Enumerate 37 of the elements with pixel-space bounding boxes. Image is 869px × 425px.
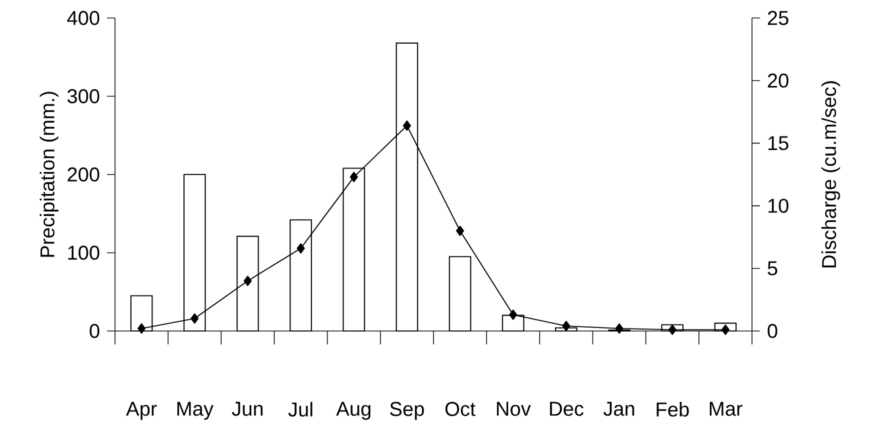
y2-tick-label: 10 xyxy=(768,198,788,213)
x-tick-label: May xyxy=(177,402,214,420)
point xyxy=(721,324,730,335)
y2-axis-title: Discharge (cu.m/sec) xyxy=(821,81,840,268)
x-tick-label: Jul xyxy=(288,402,312,417)
point xyxy=(402,120,411,131)
point xyxy=(190,313,199,324)
x-tick-label: Feb xyxy=(656,402,689,417)
y-axis-title: Precipitation (mm.) xyxy=(40,92,58,257)
point xyxy=(456,226,464,236)
y2-tick-label: 25 xyxy=(768,10,788,26)
point xyxy=(138,323,146,334)
y2-tick-label: 20 xyxy=(768,74,788,88)
x-tick-label: Sep xyxy=(390,402,424,420)
x-tick-label: Aug xyxy=(336,402,370,420)
x-tick-label: Jun xyxy=(232,402,263,416)
x-tick-label: Nov xyxy=(496,402,531,416)
x-tick-label: Oct xyxy=(445,402,476,416)
point xyxy=(296,243,305,254)
point xyxy=(668,324,676,335)
y-tick-label: 300 xyxy=(67,89,100,104)
x-tick-label: Dec xyxy=(550,402,584,416)
y-tick-label: 100 xyxy=(68,246,100,260)
y2-tick-label: 0 xyxy=(768,324,778,338)
y-tick-label: 0 xyxy=(90,324,100,338)
point xyxy=(509,310,518,320)
point xyxy=(615,323,624,334)
x-tick-label: Apr xyxy=(126,402,157,420)
point xyxy=(562,320,570,332)
x-tick-label: Mar xyxy=(710,402,742,416)
y2-tick-label: 5 xyxy=(768,261,778,276)
y2-tick-label: 15 xyxy=(768,136,788,150)
y-tick-label: 400 xyxy=(67,10,100,26)
y-tick-label: 200 xyxy=(68,167,100,182)
point xyxy=(244,276,252,286)
x-tick-label: Jan xyxy=(603,402,634,416)
point xyxy=(350,172,358,182)
